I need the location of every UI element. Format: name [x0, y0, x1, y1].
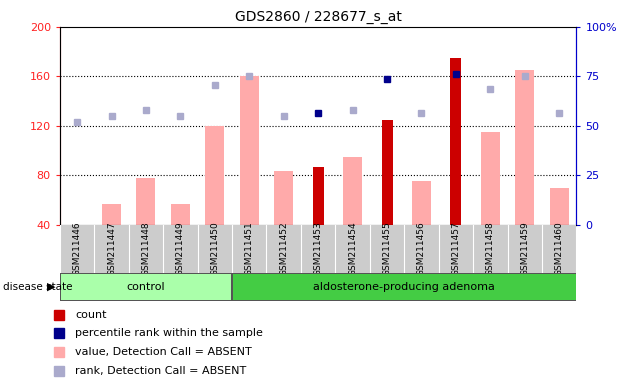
Bar	[343, 157, 362, 225]
Bar	[171, 204, 190, 225]
Bar	[232, 275, 576, 300]
Text: aldosterone-producing adenoma: aldosterone-producing adenoma	[313, 282, 495, 292]
Text: ▶: ▶	[47, 282, 55, 292]
Text: GSM211458: GSM211458	[486, 221, 495, 276]
Text: GSM211446: GSM211446	[72, 221, 81, 276]
Text: GSM211455: GSM211455	[382, 221, 391, 276]
Bar	[450, 58, 461, 225]
Text: GSM211451: GSM211451	[245, 221, 254, 276]
Bar	[481, 132, 500, 225]
Text: GSM211448: GSM211448	[142, 221, 151, 276]
Bar	[240, 76, 259, 225]
Text: GSM211452: GSM211452	[279, 221, 288, 276]
Text: GSM211459: GSM211459	[520, 221, 529, 276]
Text: GSM211456: GSM211456	[417, 221, 426, 276]
Text: GSM211454: GSM211454	[348, 221, 357, 276]
Text: rank, Detection Call = ABSENT: rank, Detection Call = ABSENT	[76, 366, 246, 376]
Text: percentile rank within the sample: percentile rank within the sample	[76, 328, 263, 338]
Text: count: count	[76, 310, 107, 319]
Text: GSM211449: GSM211449	[176, 221, 185, 276]
Text: GSM211450: GSM211450	[210, 221, 219, 276]
Text: GSM211457: GSM211457	[452, 221, 461, 276]
Bar	[137, 178, 156, 225]
Bar	[205, 126, 224, 225]
Bar	[312, 167, 324, 225]
Bar	[274, 172, 293, 225]
Text: value, Detection Call = ABSENT: value, Detection Call = ABSENT	[76, 347, 252, 357]
Bar	[382, 119, 392, 225]
Bar	[412, 181, 431, 225]
Title: GDS2860 / 228677_s_at: GDS2860 / 228677_s_at	[235, 10, 401, 25]
Text: GSM211460: GSM211460	[555, 221, 564, 276]
Text: disease state: disease state	[3, 282, 72, 292]
Bar	[102, 204, 121, 225]
Text: GSM211453: GSM211453	[314, 221, 323, 276]
Bar	[60, 275, 231, 300]
Text: GSM211447: GSM211447	[107, 221, 116, 276]
Bar	[550, 187, 569, 225]
Text: control: control	[127, 282, 165, 292]
Bar	[515, 70, 534, 225]
